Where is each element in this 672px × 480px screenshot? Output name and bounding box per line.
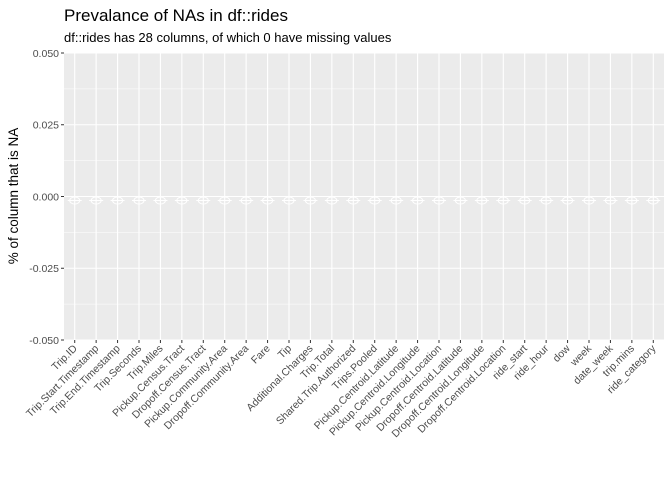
x-axis-ticks: Trip.IDTrip.Start.TimestampTrip.End.Time…	[24, 340, 659, 440]
na-markers	[67, 196, 661, 205]
y-tick-label: -0.025	[29, 263, 59, 275]
y-tick-label: 0.025	[33, 120, 59, 132]
y-tick-label: 0.000	[33, 191, 59, 203]
y-axis-title: % of column that is NA	[6, 128, 21, 265]
y-tick-label: -0.050	[29, 335, 59, 347]
chart-subtitle: df::rides has 28 columns, of which 0 hav…	[64, 30, 392, 45]
x-tick-label: Fare	[249, 343, 273, 367]
y-tick-label: 0.050	[33, 48, 59, 60]
chart-title: Prevalance of NAs in df::rides	[64, 6, 288, 25]
y-axis-ticks: 0.050 0.025 0.000 -0.025 -0.050	[29, 48, 64, 347]
